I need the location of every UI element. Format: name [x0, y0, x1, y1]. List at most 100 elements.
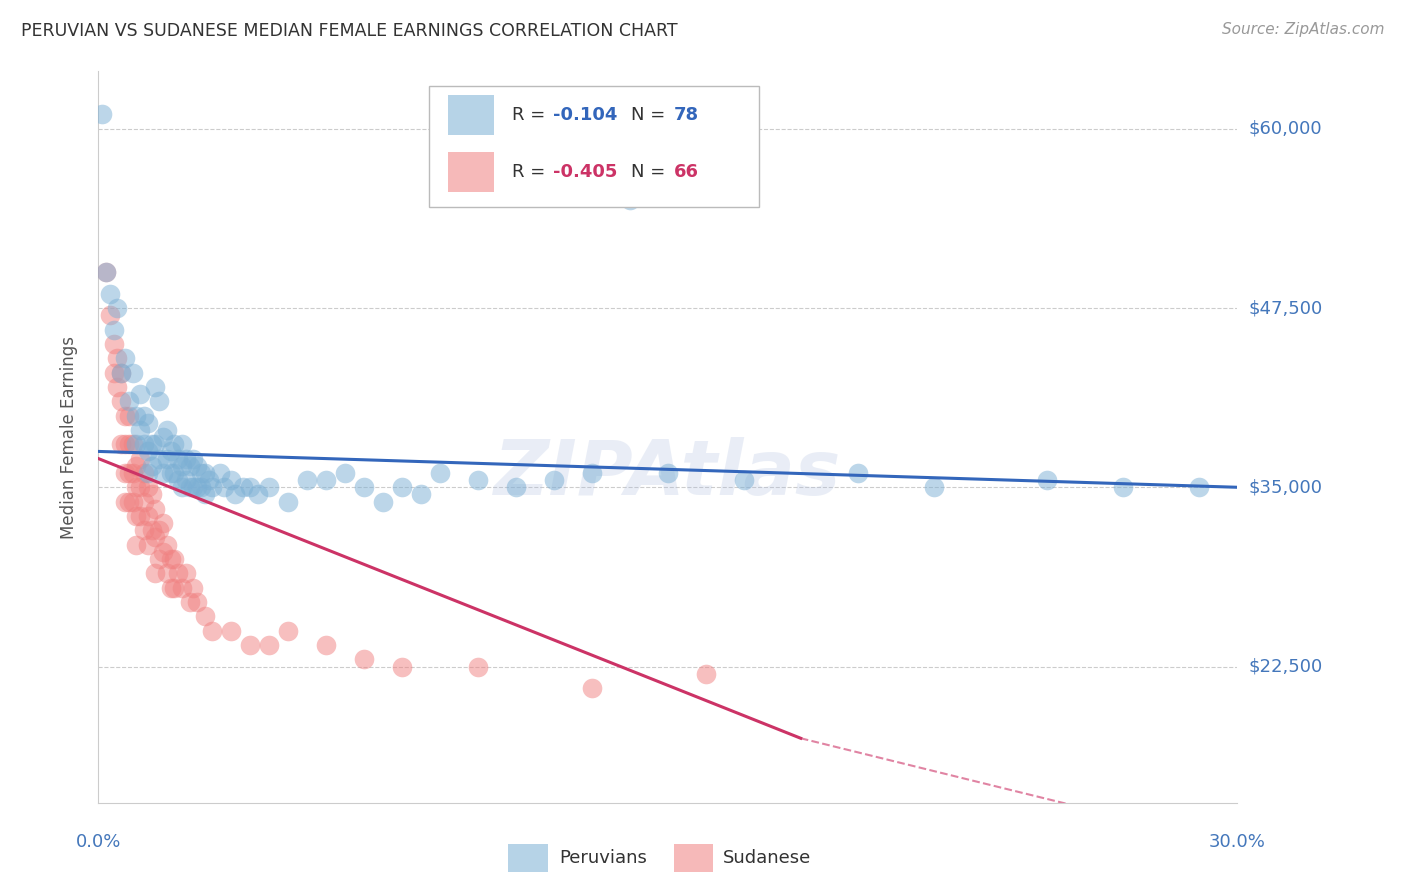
Point: [467, 659, 489, 673]
FancyBboxPatch shape: [509, 844, 548, 871]
Point: [212, 480, 235, 494]
Point: [114, 409, 136, 423]
Point: [145, 566, 167, 581]
Point: [174, 566, 197, 581]
Point: [1112, 480, 1135, 494]
Text: $60,000: $60,000: [1249, 120, 1322, 137]
Point: [159, 444, 181, 458]
Point: [141, 437, 163, 451]
Point: [201, 624, 224, 638]
Point: [170, 581, 193, 595]
Point: [1188, 480, 1211, 494]
Point: [103, 336, 125, 351]
Point: [581, 466, 603, 480]
Point: [136, 480, 159, 494]
Point: [695, 666, 717, 681]
Point: [163, 581, 186, 595]
Point: [152, 545, 174, 559]
Point: [152, 466, 174, 480]
Point: [163, 466, 186, 480]
Point: [239, 480, 262, 494]
Point: [125, 538, 148, 552]
Point: [125, 409, 148, 423]
Text: $47,500: $47,500: [1249, 299, 1323, 317]
Point: [136, 416, 159, 430]
Point: [152, 516, 174, 530]
Point: [132, 437, 155, 451]
Point: [335, 466, 357, 480]
Point: [922, 480, 945, 494]
FancyBboxPatch shape: [449, 95, 494, 136]
Point: [163, 437, 186, 451]
Point: [136, 508, 159, 523]
Text: Peruvians: Peruvians: [560, 848, 648, 867]
Point: [201, 480, 224, 494]
Point: [107, 380, 129, 394]
Point: [125, 437, 148, 451]
Point: [132, 494, 155, 508]
Point: [159, 552, 181, 566]
Point: [411, 487, 433, 501]
Point: [118, 437, 141, 451]
Point: [107, 351, 129, 366]
Point: [98, 286, 121, 301]
FancyBboxPatch shape: [449, 152, 494, 192]
Point: [277, 494, 299, 508]
Point: [159, 466, 181, 480]
Point: [353, 652, 375, 666]
Point: [733, 473, 755, 487]
Point: [118, 394, 141, 409]
Point: [239, 638, 262, 652]
Point: [136, 538, 159, 552]
Text: Source: ZipAtlas.com: Source: ZipAtlas.com: [1222, 22, 1385, 37]
Point: [110, 366, 132, 380]
Point: [194, 466, 217, 480]
Text: 78: 78: [673, 106, 699, 124]
Point: [145, 437, 167, 451]
Point: [145, 531, 167, 545]
Point: [125, 508, 148, 523]
Point: [114, 494, 136, 508]
Point: [429, 466, 451, 480]
Point: [391, 480, 413, 494]
Point: [129, 480, 152, 494]
Text: $22,500: $22,500: [1249, 657, 1323, 675]
Point: [179, 480, 201, 494]
Point: [371, 494, 394, 508]
Point: [183, 480, 205, 494]
Point: [846, 466, 869, 480]
Text: N =: N =: [631, 106, 672, 124]
Point: [167, 451, 190, 466]
Point: [145, 380, 167, 394]
Text: 30.0%: 30.0%: [1209, 833, 1265, 851]
Point: [129, 451, 152, 466]
Point: [136, 444, 159, 458]
Point: [110, 394, 132, 409]
Text: R =: R =: [512, 106, 551, 124]
Point: [103, 322, 125, 336]
Point: [141, 487, 163, 501]
Point: [148, 451, 170, 466]
Point: [136, 466, 159, 480]
Point: [1036, 473, 1059, 487]
Point: [156, 451, 179, 466]
Point: [208, 466, 231, 480]
Point: [174, 451, 197, 466]
Point: [232, 480, 254, 494]
Point: [163, 552, 186, 566]
Point: [505, 480, 527, 494]
Point: [297, 473, 319, 487]
Point: [259, 480, 281, 494]
Point: [183, 451, 205, 466]
Point: [145, 501, 167, 516]
Text: ZIPAtlas: ZIPAtlas: [494, 437, 842, 510]
Text: -0.405: -0.405: [553, 163, 617, 181]
Point: [129, 387, 152, 401]
Point: [132, 466, 155, 480]
Point: [107, 301, 129, 315]
Point: [194, 609, 217, 624]
Point: [156, 538, 179, 552]
Point: [619, 194, 641, 208]
Point: [221, 473, 243, 487]
Point: [190, 466, 212, 480]
